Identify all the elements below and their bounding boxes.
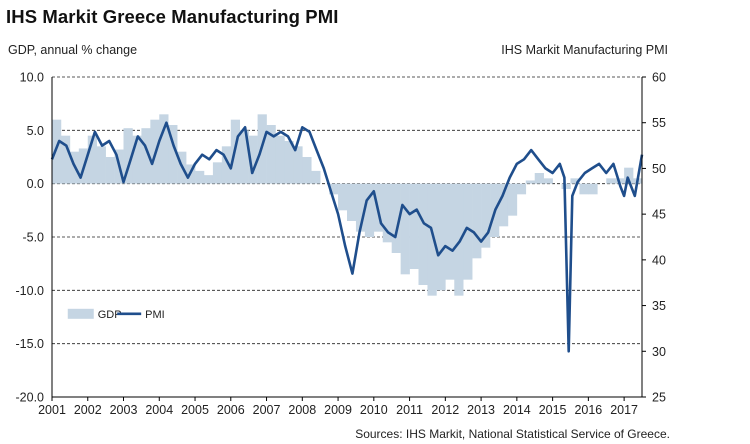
year-label: 2013: [467, 403, 495, 417]
gdp-bar: [329, 183, 339, 195]
gdp-bar: [311, 170, 321, 184]
gdp-bar: [347, 183, 357, 221]
gdp-bar: [427, 183, 437, 296]
gdp-bar: [364, 183, 375, 237]
source-note: Sources: IHS Markit, National Statistica…: [355, 427, 670, 441]
gdp-bar: [355, 183, 366, 232]
right-tick-label: 50: [652, 162, 666, 176]
legend-pmi-label: PMI: [145, 309, 165, 321]
right-tick-label: 40: [652, 253, 666, 267]
gdp-bar: [221, 146, 232, 184]
gdp-bar: [203, 175, 214, 184]
gdp-bar: [168, 125, 178, 184]
chart-title: IHS Markit Greece Manufacturing PMI: [6, 6, 339, 27]
gdp-bar: [570, 178, 580, 184]
year-label: 2005: [181, 403, 209, 417]
gdp-bar: [481, 183, 491, 248]
gdp-bar: [561, 183, 571, 189]
year-label: 2017: [610, 403, 638, 417]
right-tick-label: 45: [652, 208, 666, 222]
gdp-bar: [507, 183, 518, 216]
left-tick-label: 5.0: [27, 124, 44, 138]
left-tick-label: -10.0: [16, 284, 45, 298]
gdp-bar: [338, 183, 348, 211]
year-label: 2016: [574, 403, 602, 417]
year-label: 2014: [503, 403, 531, 417]
gdp-bar: [454, 183, 464, 296]
year-label: 2001: [38, 403, 66, 417]
gdp-bar: [266, 125, 276, 184]
year-label: 2015: [539, 403, 567, 417]
legend-gdp-swatch: [67, 308, 94, 319]
gdp-bar: [275, 135, 285, 184]
gdp-bar: [516, 183, 527, 195]
right-tick-label: 55: [652, 116, 666, 130]
gdp-bar: [606, 178, 616, 184]
gdp-bar: [445, 183, 455, 280]
gdp-bar: [543, 178, 553, 184]
gdp-bar: [60, 135, 71, 184]
year-label: 2010: [360, 403, 388, 417]
gdp-bar: [525, 180, 536, 184]
gdp-bar: [579, 183, 589, 195]
gdp-bar: [293, 146, 303, 184]
right-tick-label: 25: [652, 391, 666, 405]
gdp-bar: [534, 173, 544, 184]
gdp-bar: [248, 135, 258, 184]
left-tick-label: -20.0: [16, 391, 45, 405]
gdp-bar: [96, 146, 106, 184]
gdp-bar: [105, 157, 115, 184]
pmi-line-layer: [50, 121, 644, 353]
gdp-bar: [195, 170, 205, 184]
gdp-bar: [239, 130, 249, 184]
gdp-bar: [624, 167, 634, 184]
year-label: 2003: [110, 403, 138, 417]
gdp-bar: [463, 183, 473, 280]
gdp-bar: [391, 183, 401, 253]
gdp-bar: [52, 119, 62, 184]
year-label: 2011: [396, 403, 423, 417]
left-tick-label: 0.0: [27, 177, 44, 191]
left-tick-label: -15.0: [16, 337, 45, 351]
year-label: 2007: [253, 403, 281, 417]
right-tick-label: 60: [652, 71, 666, 85]
gdp-bar: [588, 183, 598, 195]
gdp-bar: [418, 183, 428, 285]
pmi-line: [50, 121, 644, 353]
legend-gdp-label: GDP: [98, 309, 122, 321]
gdp-bar: [472, 183, 482, 259]
left-tick-label: 10.0: [20, 71, 44, 85]
year-label: 2012: [431, 403, 459, 417]
right-axis-label: IHS Markit Manufacturing PMI: [501, 43, 668, 57]
year-label: 2009: [324, 403, 352, 417]
gdp-bar: [302, 157, 312, 184]
gdp-bar: [436, 183, 446, 291]
left-axis-label: GDP, annual % change: [8, 43, 138, 57]
right-tick-label: 35: [652, 299, 666, 313]
axes: [51, 76, 646, 401]
gdp-bar: [123, 128, 133, 184]
year-label: 2006: [217, 403, 245, 417]
gdp-bar: [132, 135, 142, 184]
gdp-bar: [400, 183, 410, 275]
gdp-bar: [87, 135, 97, 184]
left-tick-label: -5.0: [22, 231, 44, 245]
gdp-bar: [382, 183, 392, 243]
gdp-bar: [409, 183, 419, 269]
tick-labels: 10.0 5.0 0.0 -5.0 -10.0 -15.0 -20.0 60 55 50 45 40 3…: [16, 71, 666, 418]
legend: GDP PMI: [67, 308, 165, 321]
gdp-bar: [141, 128, 151, 184]
year-label: 2004: [145, 403, 173, 417]
right-tick-label: 30: [652, 345, 666, 359]
year-label: 2002: [74, 403, 102, 417]
gdp-bar: [212, 162, 223, 184]
gdp-bar: [159, 114, 169, 184]
year-label: 2008: [288, 403, 316, 417]
gdp-bar: [284, 141, 294, 184]
gdp-bar: [498, 183, 509, 227]
